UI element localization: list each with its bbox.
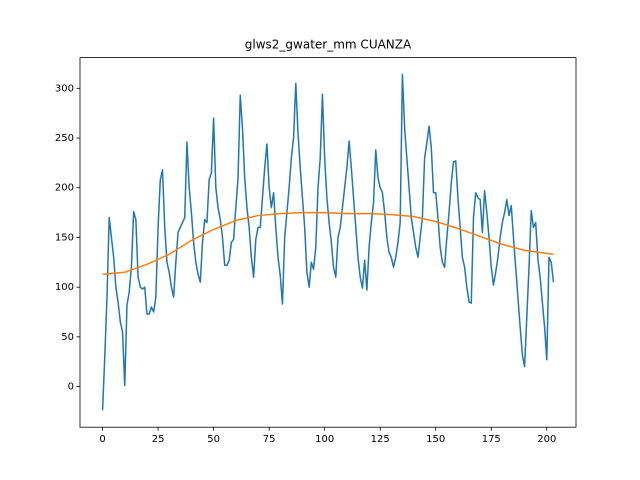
y-tick-label: 200	[55, 183, 74, 194]
x-tick-label: 200	[537, 434, 556, 445]
x-tick-label: 150	[426, 434, 445, 445]
x-tick-label: 25	[152, 434, 165, 445]
x-tick-label: 50	[207, 434, 220, 445]
x-tick-label: 100	[315, 434, 334, 445]
y-tick-label: 150	[55, 232, 74, 243]
y-tick-label: 100	[55, 282, 74, 293]
x-tick-label: 125	[371, 434, 390, 445]
y-tick-label: 300	[55, 83, 74, 94]
x-tick-label: 0	[99, 434, 105, 445]
plot-frame	[79, 57, 577, 428]
y-tick-label: 50	[61, 332, 74, 343]
x-tick-label: 175	[482, 434, 501, 445]
x-tick-label: 75	[263, 434, 276, 445]
data-line	[102, 211, 554, 275]
y-tick-label: 250	[55, 133, 74, 144]
chart-title: glws2_gwater_mm CUANZA	[245, 38, 412, 52]
data-line	[101, 73, 555, 411]
y-tick-label: 0	[68, 382, 74, 393]
